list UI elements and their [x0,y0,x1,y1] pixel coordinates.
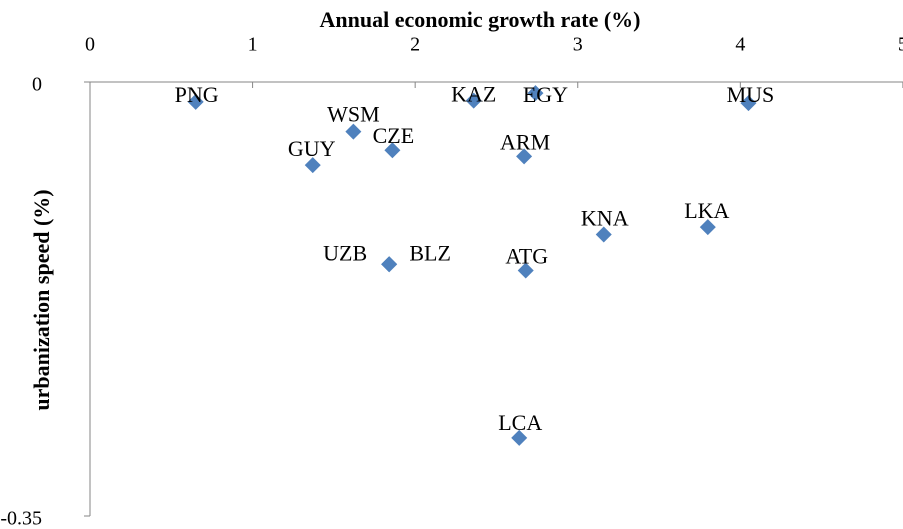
point [595,226,612,243]
point-label: KAZ [451,82,496,107]
point [527,85,544,102]
point [511,429,528,446]
point [465,92,482,109]
point-label: ATG [505,244,548,269]
point-label: LKA [684,198,729,223]
x-tick-label: 4 [735,34,745,56]
x-tick-label: 3 [573,34,583,56]
x-tick-label: 1 [248,34,258,56]
point [740,95,757,112]
point-label: UZB [323,240,367,265]
y-axis-label: urbanization speed (%) [29,189,54,410]
point [187,93,204,110]
x-tick-label: 2 [410,34,420,56]
point-label: KNA [581,206,629,231]
point-label: ARM [500,129,550,154]
point [304,157,321,174]
point [517,262,534,279]
point-label: PNG [175,82,219,107]
point-label: MUS [727,82,775,107]
point [516,148,533,165]
x-tick-label: 0 [85,34,95,56]
y-tick-label: 0 [32,74,42,96]
point [345,123,362,140]
point-label: GUY [288,136,336,161]
x-tick-label: 5 [898,34,903,56]
point-label: LCA [498,410,542,435]
y-tick-label: -0.35 [0,508,42,529]
point-label: WSM [327,102,380,127]
point [384,142,401,159]
point [699,219,716,236]
point-label: BLZ [409,240,451,265]
point-label: CZE [373,123,415,148]
point-label: EGY [523,82,568,107]
point [381,256,398,273]
chart-title: Annual economic growth rate (%) [320,7,641,32]
